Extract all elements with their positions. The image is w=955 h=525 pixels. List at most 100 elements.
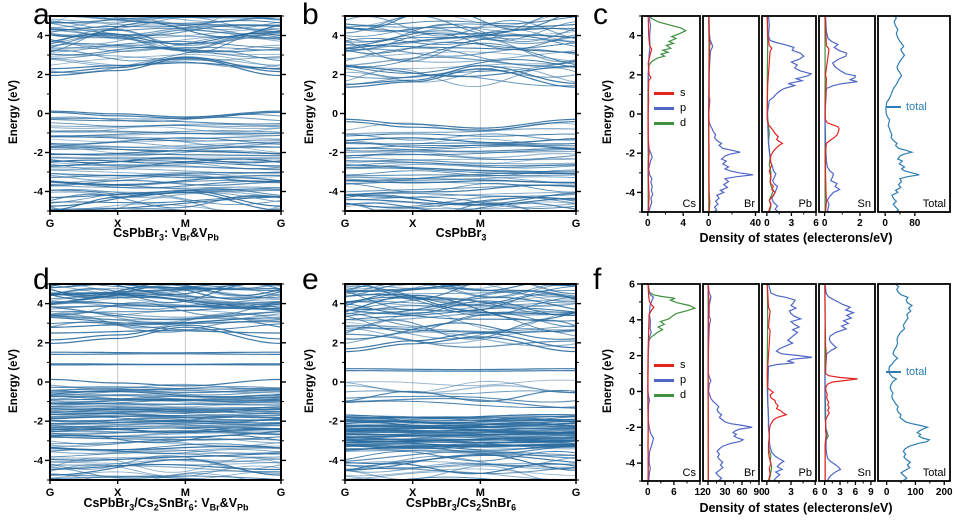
band-plot-a: -4 -2 0 2 4 G X M G bbox=[34, 15, 286, 230]
k-point-label: M bbox=[476, 218, 485, 230]
title-subscript: 6 bbox=[511, 502, 517, 513]
legend-line-icon bbox=[654, 107, 674, 110]
subpanel-frame bbox=[702, 283, 760, 482]
y-tick-label: 2 bbox=[629, 350, 635, 362]
panel-letter: e bbox=[302, 263, 319, 296]
y-tick-label: -2 bbox=[626, 148, 635, 160]
x-tick-label: 0 bbox=[822, 487, 828, 498]
title-subscript: Pb bbox=[207, 232, 219, 243]
k-point-label: G bbox=[46, 487, 55, 499]
x-tick-label: 0 bbox=[764, 218, 770, 229]
k-point-label: M bbox=[181, 487, 190, 499]
panel-title: CsPbBr3/Cs2SnBr6 bbox=[406, 496, 516, 513]
band-lines bbox=[50, 16, 281, 211]
subpanel-frame bbox=[818, 283, 876, 482]
y-tick-label: -2 bbox=[34, 147, 43, 159]
title-text: /Cs bbox=[456, 496, 477, 510]
legend-line-icon bbox=[654, 122, 674, 125]
y-tick-label: 4 bbox=[629, 314, 635, 326]
title-text: SnBr bbox=[481, 496, 512, 510]
title-subscript: Pb bbox=[237, 502, 249, 513]
x-tick-label: 2 bbox=[857, 218, 863, 229]
band-plot-d: -4 -2 0 2 4 G X M G bbox=[34, 283, 286, 499]
x-tick-label: 100 bbox=[907, 487, 924, 498]
title-text: CsPbBr bbox=[405, 496, 452, 510]
total-label: total bbox=[906, 365, 927, 378]
legend-label: p bbox=[680, 102, 687, 114]
y-tick-label: 4 bbox=[332, 298, 338, 310]
subpanel-frame bbox=[702, 15, 760, 213]
panel-title: CsPbBr3: VBr&VPb bbox=[113, 226, 219, 243]
k-point-label: G bbox=[46, 218, 55, 230]
subpanel-frame bbox=[761, 15, 817, 213]
y-tick-label: -4 bbox=[329, 455, 338, 467]
subpanel-frame bbox=[818, 15, 876, 213]
y-tick-label: -2 bbox=[329, 416, 338, 428]
x-tick-label: 3 bbox=[837, 487, 843, 498]
y-tick-label: -2 bbox=[34, 416, 43, 428]
y-tick-label: -4 bbox=[626, 187, 635, 199]
x-tick-label: 6 bbox=[813, 218, 819, 229]
title-text: : V bbox=[163, 226, 180, 240]
panel-letter: c bbox=[593, 0, 608, 31]
element-label: Cs bbox=[683, 198, 697, 210]
x-axis-label: Density of states (electerons/eV) bbox=[699, 501, 893, 515]
k-point-label: X bbox=[114, 487, 122, 499]
x-tick-label: 200 bbox=[936, 487, 953, 498]
y-tick-label: 4 bbox=[332, 30, 338, 42]
legend-item-d: d bbox=[654, 388, 686, 403]
title-subscript: 3 bbox=[129, 502, 135, 513]
legend-item-p: p bbox=[654, 101, 686, 116]
dos-curves-sn bbox=[824, 16, 858, 212]
panel-letter: d bbox=[33, 263, 50, 296]
k-point-label: G bbox=[572, 487, 581, 499]
legend-label: s bbox=[680, 359, 686, 371]
panel-letter: f bbox=[593, 263, 602, 296]
total-annotation: total bbox=[886, 101, 927, 113]
title-subscript: Br bbox=[209, 502, 220, 513]
panel-title: CsPbBr3 bbox=[436, 226, 487, 243]
panel-f-dos: 0 6 12 Cs -4 -2 0 2 4 6 0 30 60 90 Br 0 3 6 Pb 0 3 6 9 Sn 0 100 20… bbox=[590, 263, 955, 525]
total-line-icon bbox=[886, 105, 901, 109]
element-label: Total bbox=[923, 198, 946, 210]
element-label: Total bbox=[923, 467, 946, 479]
k-point-label: G bbox=[277, 218, 286, 230]
y-tick-label: -4 bbox=[329, 186, 338, 198]
legend-item-s: s bbox=[654, 86, 686, 101]
x-tick-label: 60 bbox=[736, 487, 748, 498]
band-lines bbox=[345, 16, 576, 211]
legend-label: s bbox=[680, 87, 686, 99]
legend-line-icon bbox=[654, 394, 674, 397]
element-label: Sn bbox=[858, 467, 871, 479]
dos-curves-pb bbox=[766, 16, 813, 212]
panel-a-band-structure: -4 -2 0 2 4 G X M G a Energy (eV) CsPbBr3: VBr&V… bbox=[0, 0, 300, 262]
x-tick-label: 12 bbox=[694, 487, 706, 498]
legend-label: d bbox=[680, 117, 687, 129]
element-label: Cs bbox=[683, 467, 697, 479]
panel-letter: b bbox=[302, 0, 319, 31]
title-subscript: 6 bbox=[188, 502, 194, 513]
title-subscript: 2 bbox=[476, 502, 482, 513]
dos-curves-br bbox=[708, 16, 754, 212]
title-text: /Cs bbox=[134, 496, 154, 510]
x-tick-label: 30 bbox=[719, 487, 731, 498]
y-tick-label: 2 bbox=[332, 337, 338, 349]
panel-e-band-structure: -4 -2 0 2 4 G X M G e Energy (eV) CsPbBr3/Cs2SnB… bbox=[300, 263, 600, 525]
x-tick-label: 0 bbox=[705, 487, 711, 498]
y-tick-label: 2 bbox=[37, 337, 43, 349]
x-tick-label: 0 bbox=[764, 487, 770, 498]
title-subscript: Br bbox=[179, 232, 190, 243]
x-tick-label: 3 bbox=[788, 487, 794, 498]
band-lines bbox=[50, 284, 281, 480]
dos-curves-cs bbox=[647, 284, 697, 481]
legend-line-icon bbox=[654, 92, 674, 95]
y-tick-label: -4 bbox=[34, 455, 43, 467]
y-tick-label: 0 bbox=[37, 377, 43, 389]
k-point-label: G bbox=[341, 218, 350, 230]
y-axis-label: Energy (eV) bbox=[304, 349, 316, 413]
element-label: Pb bbox=[799, 198, 812, 210]
